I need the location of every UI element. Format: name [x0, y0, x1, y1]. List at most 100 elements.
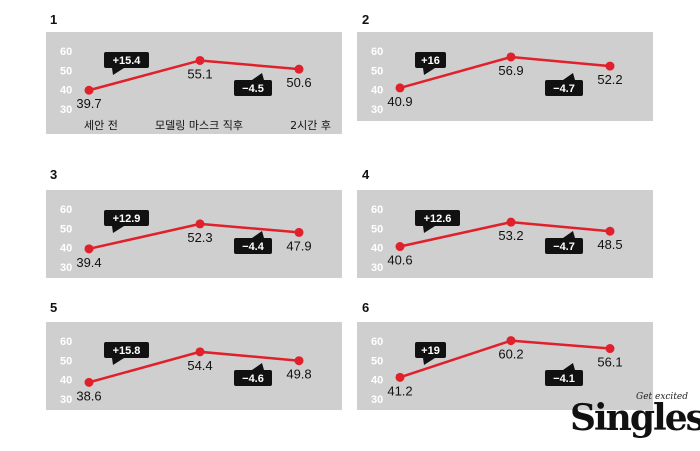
data-point — [605, 344, 615, 354]
data-point — [84, 377, 94, 387]
y-tick-label: 40 — [60, 375, 72, 387]
data-point — [195, 55, 205, 65]
badge-text: +19 — [421, 345, 440, 357]
category-label: 모델링 마스크 직후 — [155, 119, 243, 132]
badge-pointer — [563, 73, 575, 80]
panel-number: 5 — [50, 300, 58, 315]
data-label: 60.2 — [498, 347, 523, 362]
panel-number: 3 — [50, 167, 58, 182]
badge-box — [104, 52, 149, 68]
badge-pointer — [112, 226, 124, 233]
line-chart: 30 40 50 60 39.7 55.1 50.6 세안 전 모델링 마스크 직후 2시간 후 +… — [60, 46, 331, 132]
badge-text: −4.7 — [553, 241, 575, 253]
badge-box — [104, 342, 149, 358]
badge-box — [415, 210, 460, 226]
increase-badge: +15.4 — [104, 52, 149, 75]
decrease-badge: −4.7 — [545, 231, 583, 254]
data-label: 56.9 — [498, 63, 523, 78]
chart-panel: 30 40 50 60 41.2 60.2 56.1 +19 −4.1 — [357, 322, 653, 410]
y-tick-label: 50 — [371, 355, 383, 367]
badge-box — [545, 370, 583, 386]
data-point — [395, 83, 405, 93]
data-label: 53.2 — [498, 228, 523, 243]
line-chart: 30 40 50 60 40.9 56.9 52.2 +16 −4.7 — [371, 46, 623, 116]
data-label: 56.1 — [597, 355, 622, 370]
chart-panel: 30 40 50 60 38.6 54.4 49.8 +15.8 −4.6 — [46, 322, 342, 410]
increase-badge: +12.6 — [415, 210, 460, 233]
panel-number: 4 — [362, 167, 370, 182]
panel-number: 1 — [50, 12, 58, 27]
badge-text: −4.7 — [553, 83, 575, 95]
y-tick-label: 40 — [371, 375, 383, 387]
badge-pointer — [423, 358, 435, 365]
badge-text: +15.4 — [113, 55, 142, 67]
y-tick-label: 60 — [60, 46, 72, 58]
badge-pointer — [423, 68, 435, 75]
y-tick-label: 60 — [371, 336, 383, 348]
y-tick-label: 60 — [371, 204, 383, 216]
y-tick-label: 60 — [60, 336, 72, 348]
badge-pointer — [563, 231, 575, 238]
data-point — [195, 347, 205, 357]
y-tick-label: 40 — [371, 85, 383, 97]
data-label: 48.5 — [597, 237, 622, 252]
y-tick-label: 50 — [371, 223, 383, 235]
logo-name: Singles — [570, 397, 700, 439]
line-chart: 30 40 50 60 39.4 52.3 47.9 +12.9 −4.4 — [60, 204, 312, 274]
badge-box — [415, 342, 446, 358]
badge-pointer — [252, 363, 264, 370]
badge-text: +16 — [421, 55, 440, 67]
chart-panel: 30 40 50 60 40.6 53.2 48.5 +12.6 −4.7 — [357, 190, 653, 278]
badge-text: −4.4 — [242, 241, 265, 253]
badge-pointer — [252, 73, 264, 80]
badge-box — [415, 52, 446, 68]
decrease-badge: −4.6 — [234, 363, 272, 386]
line-chart: 30 40 50 60 38.6 54.4 49.8 +15.8 −4.6 — [60, 336, 312, 406]
badge-box — [234, 238, 272, 254]
data-label: 40.6 — [387, 253, 412, 268]
badge-text: +15.8 — [113, 345, 141, 357]
data-point — [294, 356, 304, 366]
badge-pointer — [252, 231, 264, 238]
data-point — [395, 242, 405, 252]
decrease-badge: −4.1 — [545, 363, 583, 386]
chart-panel: 30 40 50 60 40.9 56.9 52.2 +16 −4.7 — [357, 32, 653, 121]
increase-badge: +12.9 — [104, 210, 149, 233]
data-point — [84, 244, 94, 254]
singles-logo: Get excited Singles — [566, 392, 700, 444]
y-tick-label: 50 — [60, 355, 72, 367]
y-tick-label: 50 — [60, 65, 72, 77]
data-label: 52.3 — [187, 230, 212, 245]
badge-text: −4.1 — [553, 373, 575, 385]
y-tick-label: 30 — [60, 262, 72, 274]
y-tick-label: 60 — [371, 46, 383, 58]
badge-box — [234, 370, 272, 386]
y-tick-label: 50 — [60, 223, 72, 235]
badge-text: +12.9 — [113, 213, 141, 225]
data-label: 49.8 — [286, 367, 311, 382]
line-chart: 30 40 50 60 41.2 60.2 56.1 +19 −4.1 — [371, 336, 623, 406]
data-label: 39.7 — [76, 96, 101, 111]
chart-panel: 30 40 50 60 39.7 55.1 50.6 세안 전 모델링 마스크 직후 2시간 후 +… — [46, 32, 342, 134]
y-tick-label: 50 — [371, 65, 383, 77]
increase-badge: +16 — [415, 52, 446, 75]
panel-number: 2 — [362, 12, 370, 27]
y-tick-label: 30 — [60, 394, 72, 406]
badge-text: −4.5 — [242, 83, 264, 95]
data-label: 47.9 — [286, 238, 311, 253]
y-tick-label: 40 — [60, 85, 72, 97]
badge-box — [234, 80, 272, 96]
chart-panel: 30 40 50 60 39.4 52.3 47.9 +12.9 −4.4 — [46, 190, 342, 278]
decrease-badge: −4.4 — [234, 231, 272, 254]
badge-pointer — [563, 363, 575, 370]
data-label: 54.4 — [187, 358, 212, 373]
logo-tagline: Get excited — [636, 392, 689, 402]
data-point — [605, 226, 615, 236]
increase-badge: +15.8 — [104, 342, 149, 365]
data-point — [395, 372, 405, 382]
badge-pointer — [112, 68, 124, 75]
data-point — [506, 217, 516, 227]
line-chart: 30 40 50 60 40.6 53.2 48.5 +12.6 −4.7 — [371, 204, 623, 274]
data-label: 39.4 — [76, 255, 101, 270]
y-tick-label: 30 — [371, 104, 383, 116]
